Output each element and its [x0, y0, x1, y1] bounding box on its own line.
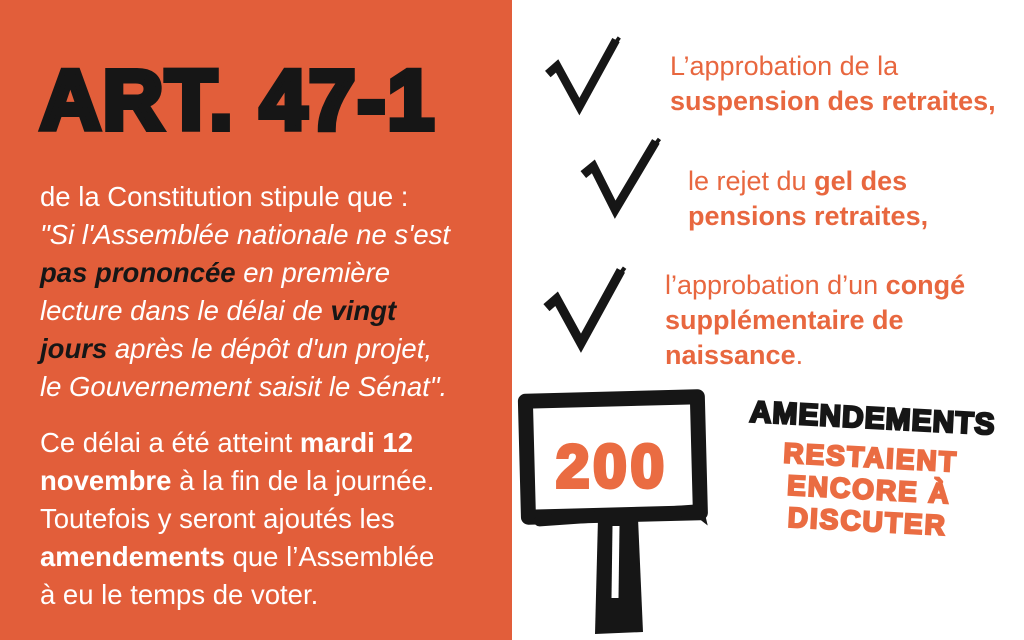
p1-line4-rest: lecture dans le délai de	[40, 295, 331, 326]
p2-line2-bold: novembre	[40, 465, 172, 496]
p1-line1: de la Constitution stipule que :	[40, 181, 409, 212]
item2-line1-bold: gel des	[814, 166, 908, 196]
p2-line1-bold: mardi 12	[299, 427, 414, 458]
p2-line5: à eu le temps de voter.	[40, 579, 319, 610]
article-title: ART. 47-1	[37, 50, 437, 150]
item2-line1-rest: le rejet du	[688, 166, 815, 196]
item3-line1-rest: l’approbation d’un	[665, 270, 886, 300]
item3-line3-bold: naissance	[665, 340, 796, 370]
checkmark-icon	[540, 266, 632, 360]
check-item-conge-naissance: l’approbation d’un congé supplémentaire d…	[665, 268, 965, 373]
item3-line2-bold: supplémentaire de	[665, 305, 904, 335]
item2-line2-bold: pensions retraites,	[688, 201, 929, 231]
protest-sign-icon: 200	[512, 386, 714, 640]
p1-line5-rest: après le dépôt d'un projet,	[107, 333, 433, 364]
headline-orange-lines: RESTAIENT ENCORE À DISCUTER	[723, 435, 1016, 546]
p1-line5-bold: jours	[40, 333, 108, 364]
constitution-paragraph: de la Constitution stipule que : "Si l'As…	[40, 178, 510, 406]
p2-line3: Toutefois y seront ajoutés les	[40, 503, 395, 534]
deadline-paragraph: Ce délai a été atteint mardi 12 novembre …	[40, 424, 510, 614]
p2-line2-rest: à la fin de la journée.	[171, 465, 435, 496]
item3-line3-rest: .	[795, 340, 804, 370]
p2-line4-rest: que l’Assemblée	[224, 541, 435, 572]
amendments-headline: AMENDEMENTS RESTAIENT ENCORE À DISCUTER	[723, 394, 1018, 546]
p1-line2: "Si l'Assemblée nationale ne s'est	[40, 219, 451, 250]
check-item-gel-pensions: le rejet du gel des pensions retraites,	[688, 164, 928, 234]
check-item-suspension: L’approbation de la suspension des retrai…	[670, 49, 996, 119]
item1-line2-bold: suspension des retraites,	[670, 86, 996, 116]
item1-line1: L’approbation de la	[670, 51, 899, 81]
left-panel: ART. 47-1 de la Constitution stipule que…	[0, 0, 512, 640]
p1-line3-rest: en première	[235, 257, 390, 288]
p1-line3-bold: pas prononcée	[40, 257, 236, 288]
item3-line1-bold: congé	[885, 270, 966, 300]
p2-line4-bold: amendements	[40, 541, 225, 572]
p1-line4-bold: vingt	[330, 295, 397, 326]
checkmark-icon	[572, 134, 669, 227]
checkmark-icon	[538, 36, 630, 122]
p1-line6: le Gouvernement saisit le Sénat".	[40, 371, 448, 402]
p2-line1-rest: Ce délai a été atteint	[40, 427, 300, 458]
amendment-count: 200	[554, 431, 669, 502]
